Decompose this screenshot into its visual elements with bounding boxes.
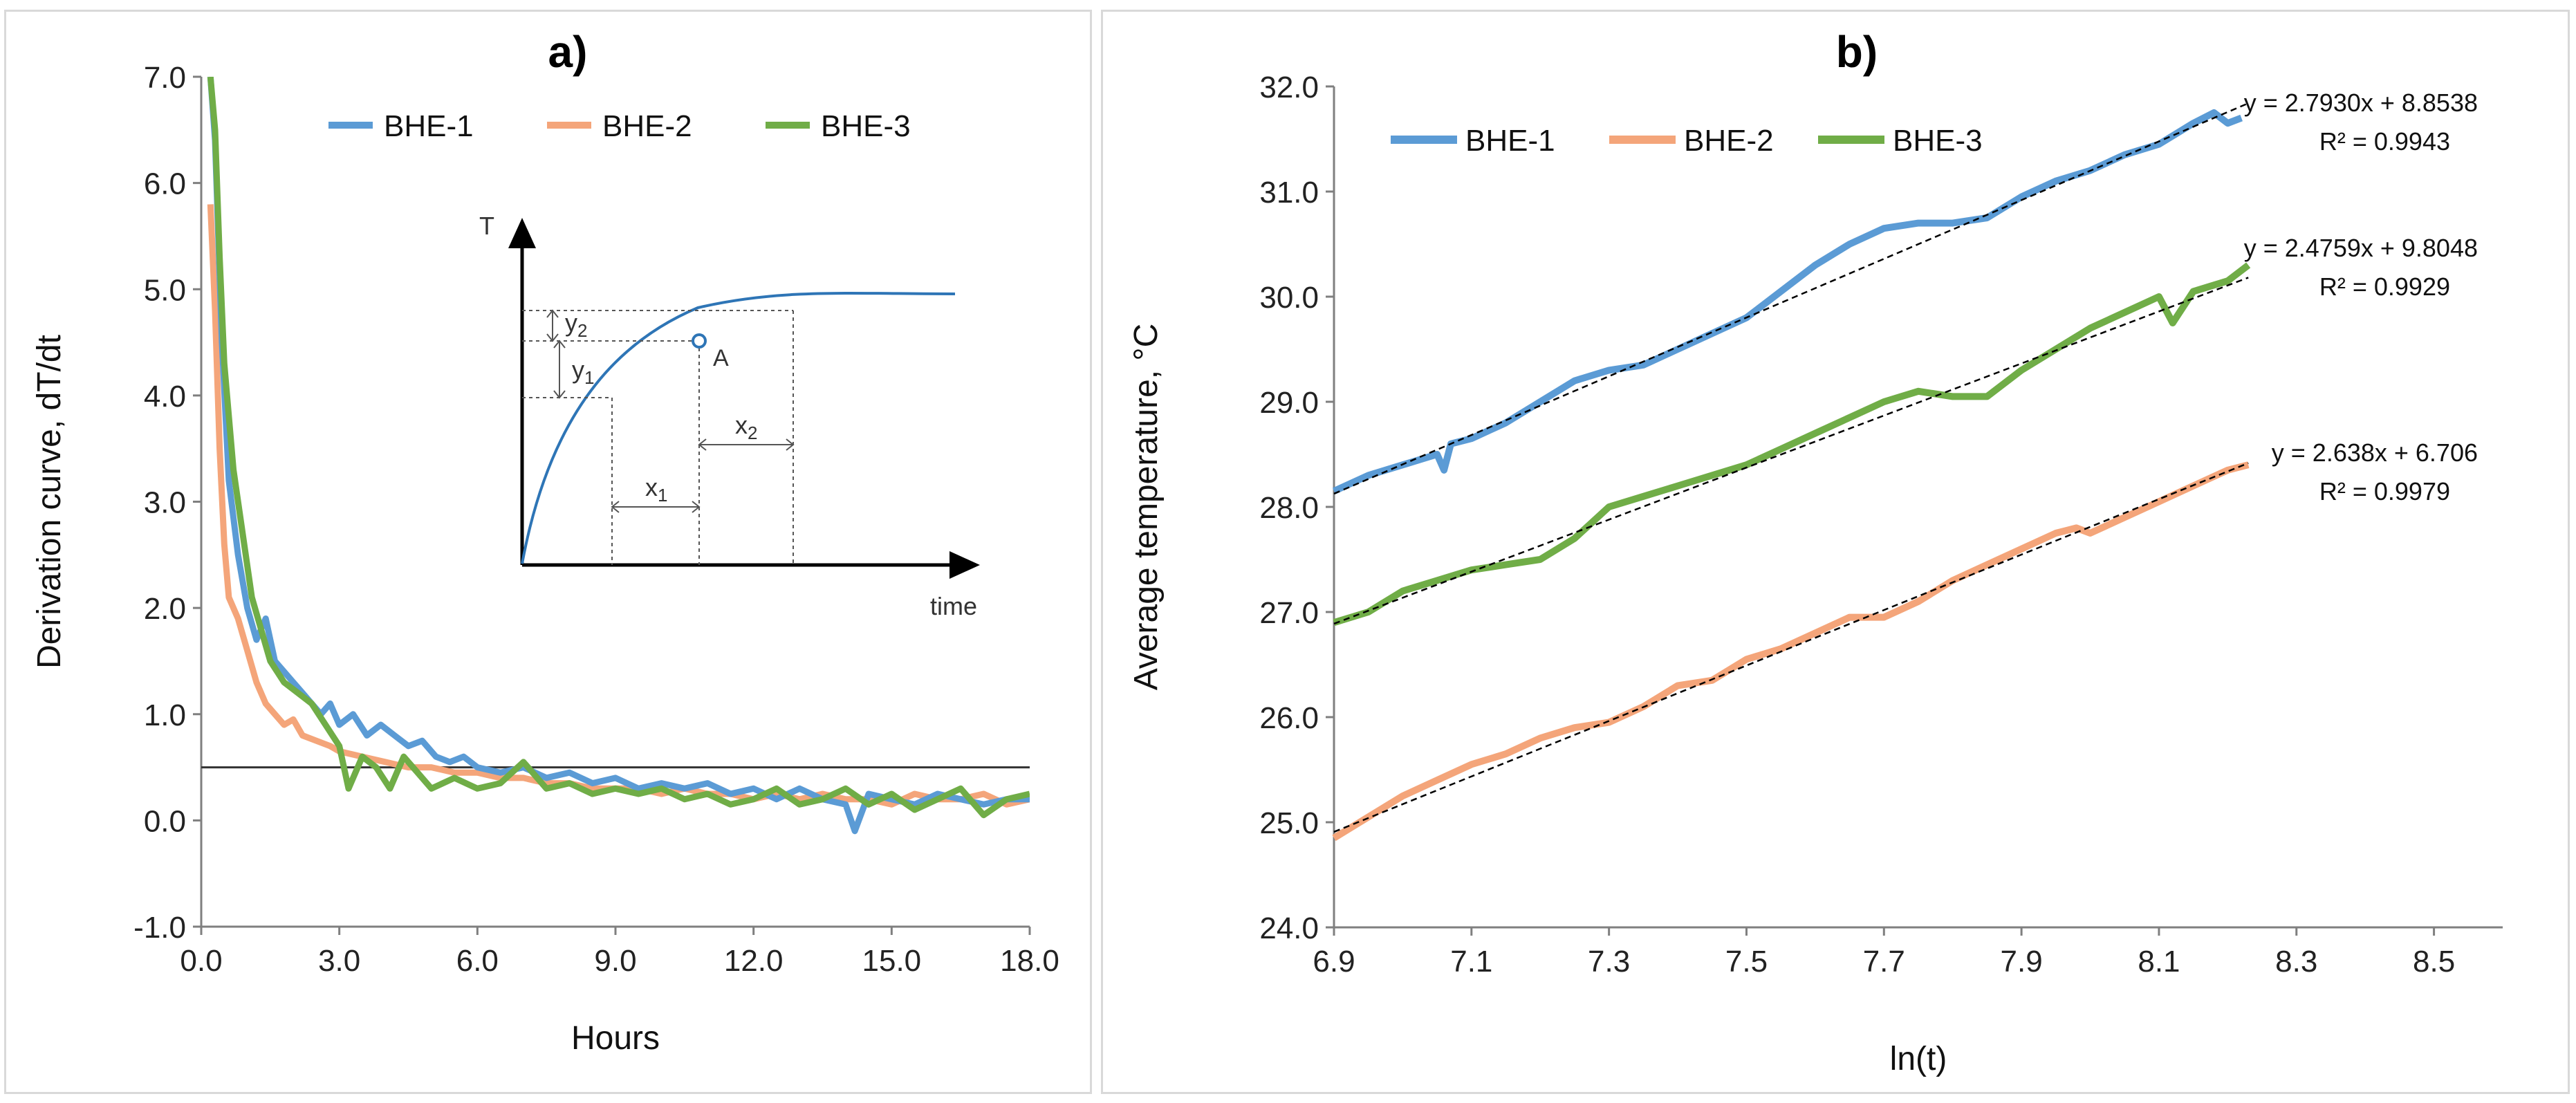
- y-tick-label: 29.0: [1259, 386, 1319, 420]
- inset-arrow-head: [698, 438, 707, 451]
- x-tick-label: 7.3: [1588, 945, 1630, 979]
- inset-arrow-head: [611, 501, 620, 513]
- y-axis-title: Average temperature, °C: [1128, 324, 1165, 691]
- y-tick-label: 1.0: [144, 698, 186, 732]
- y-tick-label: 0.0: [144, 804, 186, 838]
- legend-label-bhe-1: BHE-1: [384, 109, 474, 143]
- y-tick-label: 7.0: [144, 61, 186, 95]
- legend-label-bhe-2: BHE-2: [602, 109, 692, 143]
- trend-equation: y = 2.7930x + 8.8538: [2244, 89, 2478, 117]
- series-line-bhe-1: [207, 77, 1030, 835]
- chart-a-svg: -1.00.01.02.03.04.05.06.07.00.0 3.0 6.0 9.0…: [31, 27, 1059, 1057]
- inset-curve: [521, 291, 956, 564]
- y-tick-label: 32.0: [1259, 71, 1319, 104]
- trend-r2: R² = 0.9929: [2319, 272, 2450, 301]
- inset-x-arrow: [949, 551, 980, 579]
- x-axis-title: ln(t): [1890, 1041, 1947, 1077]
- y-tick-label: 2.0: [144, 592, 186, 626]
- y-axis-title: Derivation curve, dT/dt: [31, 335, 68, 669]
- series-line-bhe-1: [1332, 109, 2243, 494]
- panel-label-b: b): [1836, 27, 1878, 77]
- inset-label-y2: y2: [565, 308, 587, 341]
- trendline-bhe-1: [1333, 102, 2249, 495]
- y-tick-label: 31.0: [1259, 176, 1319, 210]
- legend-label-bhe-1: BHE-1: [1465, 124, 1555, 158]
- inset-label-y1: y1: [572, 355, 594, 388]
- inset-y-arrow: [508, 218, 536, 248]
- x-tick-label: 6.0: [456, 944, 499, 978]
- y-tick-label: -1.0: [133, 911, 186, 945]
- y-tick-label: 4.0: [144, 380, 186, 414]
- inset-point-label: A: [713, 345, 729, 371]
- legend-label-bhe-3: BHE-3: [821, 109, 911, 143]
- x-tick-label: 8.1: [2138, 945, 2180, 979]
- inset-y-label: T: [479, 212, 494, 240]
- x-tick-label: 3.0: [318, 944, 360, 978]
- trend-equation: y = 2.4759x + 9.8048: [2244, 234, 2478, 262]
- y-tick-label: 3.0: [144, 486, 186, 520]
- panel-a: -1.0 0.0 1.0 2.0 3.0 4.0 5.0 6.0 7.0 0.0 3.0 6.0 9.0…: [4, 10, 1092, 1094]
- y-tick-label: 26.0: [1259, 701, 1319, 735]
- inset-arrow-head: [553, 340, 566, 349]
- x-tick-label: 8.5: [2413, 945, 2455, 979]
- y-tick-label: 24.0: [1259, 911, 1319, 945]
- inset-arrow-head: [546, 309, 559, 318]
- y-tick-label: 6.0: [144, 167, 186, 201]
- x-tick-label: 0.0: [180, 944, 222, 978]
- legend-label-bhe-2: BHE-2: [1684, 124, 1774, 158]
- inset-label-x1: x1: [645, 473, 667, 506]
- y-tick-label: 27.0: [1259, 596, 1319, 630]
- trend-r2: R² = 0.9943: [2319, 127, 2450, 156]
- inset-label-x2: x2: [735, 411, 757, 443]
- x-tick-label: 18.0: [1000, 944, 1059, 978]
- inset-arrow-head: [546, 333, 559, 342]
- series-line-bhe-3: [207, 77, 1030, 819]
- y-tick-label: 5.0: [144, 273, 186, 307]
- chart-b-svg: 24.0 25.0 26.0 27.0 28.0 29.0 30.0 31.0 32.0 6.9 7…: [1128, 27, 2503, 1077]
- y-tick-label: 30.0: [1259, 281, 1319, 315]
- x-tick-label: 7.7: [1863, 945, 1905, 979]
- x-tick-label: 7.5: [1725, 945, 1768, 979]
- y-tick-label: 25.0: [1259, 806, 1319, 840]
- trendline-bhe-2: [1333, 462, 2249, 833]
- inset-x-label: time: [930, 592, 977, 620]
- x-tick-label: 6.9: [1313, 945, 1355, 979]
- x-tick-label: 12.0: [724, 944, 784, 978]
- inset-arrow-head: [553, 390, 566, 399]
- trend-r2: R² = 0.9979: [2319, 477, 2450, 506]
- panel-b: 24.0 25.0 26.0 27.0 28.0 29.0 30.0 31.0 32.0 6.9 7…: [1101, 10, 2570, 1094]
- trendline-bhe-3: [1333, 277, 2249, 625]
- inset-arrow-head: [786, 438, 795, 451]
- series-line-bhe-2: [1332, 461, 2250, 842]
- y-tick-label: 28.0: [1259, 491, 1319, 525]
- legend-label-bhe-3: BHE-3: [1893, 124, 1983, 158]
- x-tick-label: 7.1: [1450, 945, 1492, 979]
- x-tick-label: 7.9: [2001, 945, 2043, 979]
- inset-point-a: [692, 333, 707, 349]
- panel-label-a: a): [548, 27, 588, 77]
- x-tick-label: 8.3: [2275, 945, 2317, 979]
- x-tick-label: 15.0: [862, 944, 922, 978]
- series-line-bhe-3: [1333, 262, 2251, 626]
- x-tick-label: 9.0: [594, 944, 636, 978]
- inset-arrow-head: [692, 501, 701, 513]
- trend-equation: y = 2.638x + 6.706: [2272, 438, 2478, 467]
- x-axis-title: Hours: [571, 1020, 660, 1057]
